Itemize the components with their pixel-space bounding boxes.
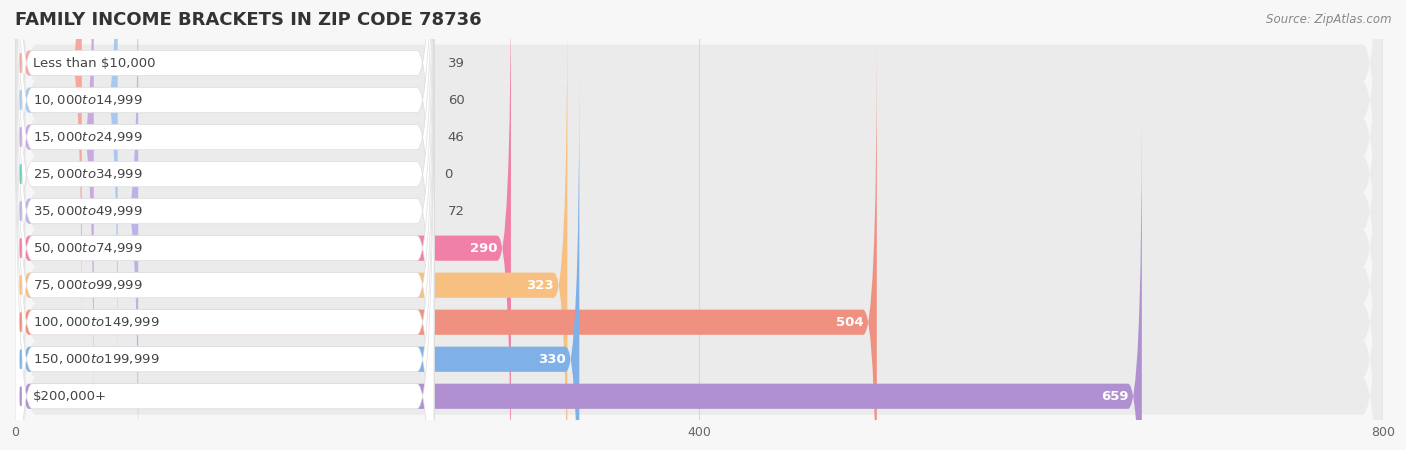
Text: $50,000 to $74,999: $50,000 to $74,999 xyxy=(34,241,143,255)
FancyBboxPatch shape xyxy=(15,0,434,450)
FancyBboxPatch shape xyxy=(15,112,1142,450)
Text: 659: 659 xyxy=(1101,390,1128,403)
FancyBboxPatch shape xyxy=(15,0,1384,450)
Text: $10,000 to $14,999: $10,000 to $14,999 xyxy=(34,93,143,107)
FancyBboxPatch shape xyxy=(15,0,1384,450)
FancyBboxPatch shape xyxy=(15,39,434,450)
FancyBboxPatch shape xyxy=(15,0,1384,450)
Text: 504: 504 xyxy=(835,316,863,328)
FancyBboxPatch shape xyxy=(15,0,1384,450)
Text: 39: 39 xyxy=(447,57,464,70)
FancyBboxPatch shape xyxy=(15,0,1384,450)
Text: 46: 46 xyxy=(447,130,464,144)
FancyBboxPatch shape xyxy=(15,0,138,450)
Text: 60: 60 xyxy=(447,94,464,107)
FancyBboxPatch shape xyxy=(15,0,434,450)
Text: FAMILY INCOME BRACKETS IN ZIP CODE 78736: FAMILY INCOME BRACKETS IN ZIP CODE 78736 xyxy=(15,11,482,29)
FancyBboxPatch shape xyxy=(15,76,579,450)
Text: 0: 0 xyxy=(444,168,453,180)
FancyBboxPatch shape xyxy=(15,0,434,450)
Text: $25,000 to $34,999: $25,000 to $34,999 xyxy=(34,167,143,181)
FancyBboxPatch shape xyxy=(15,39,877,450)
FancyBboxPatch shape xyxy=(15,0,1384,450)
Text: $15,000 to $24,999: $15,000 to $24,999 xyxy=(34,130,143,144)
Text: 290: 290 xyxy=(470,242,498,255)
Text: $200,000+: $200,000+ xyxy=(34,390,107,403)
FancyBboxPatch shape xyxy=(15,0,94,421)
FancyBboxPatch shape xyxy=(15,0,1384,450)
FancyBboxPatch shape xyxy=(15,2,568,450)
Text: $100,000 to $149,999: $100,000 to $149,999 xyxy=(34,315,160,329)
Text: 72: 72 xyxy=(447,205,464,218)
FancyBboxPatch shape xyxy=(15,0,434,421)
Text: 323: 323 xyxy=(526,279,554,292)
FancyBboxPatch shape xyxy=(15,0,1384,450)
Text: $150,000 to $199,999: $150,000 to $199,999 xyxy=(34,352,160,366)
FancyBboxPatch shape xyxy=(15,0,434,450)
Text: $35,000 to $49,999: $35,000 to $49,999 xyxy=(34,204,143,218)
FancyBboxPatch shape xyxy=(15,0,434,450)
FancyBboxPatch shape xyxy=(15,0,82,346)
FancyBboxPatch shape xyxy=(15,0,118,384)
Text: Less than $10,000: Less than $10,000 xyxy=(34,57,156,70)
FancyBboxPatch shape xyxy=(15,0,434,450)
FancyBboxPatch shape xyxy=(15,0,434,450)
FancyBboxPatch shape xyxy=(15,0,510,450)
Text: 330: 330 xyxy=(538,353,565,366)
Text: $75,000 to $99,999: $75,000 to $99,999 xyxy=(34,278,143,292)
FancyBboxPatch shape xyxy=(15,2,434,450)
FancyBboxPatch shape xyxy=(15,0,1384,450)
FancyBboxPatch shape xyxy=(15,0,1384,450)
Text: Source: ZipAtlas.com: Source: ZipAtlas.com xyxy=(1267,14,1392,27)
